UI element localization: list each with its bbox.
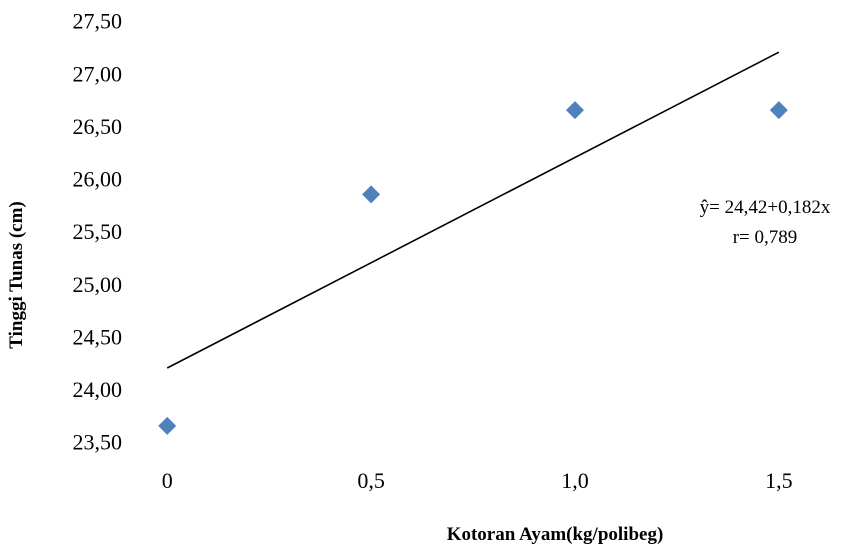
x-tick-label: 0,5 [357, 468, 385, 493]
y-tick-label: 24,00 [73, 377, 123, 402]
x-axis-title: Kotoran Ayam(kg/polibeg) [447, 524, 664, 545]
trendline [166, 51, 780, 369]
y-tick-label: 23,50 [73, 430, 123, 455]
y-tick-label: 27,50 [73, 9, 123, 34]
data-point [362, 185, 381, 204]
y-tick-label: 26,50 [73, 114, 123, 139]
regression-equation: ŷ= 24,42+0,182x [700, 197, 831, 218]
correlation-coefficient: r= 0,789 [733, 227, 798, 248]
data-points [158, 101, 788, 435]
y-tick-label: 26,00 [73, 167, 123, 192]
data-point [769, 101, 788, 120]
x-tick-label: 0 [162, 468, 173, 493]
x-axis-ticks: 0 0,5 1,0 1,5 [162, 468, 793, 493]
x-tick-label: 1,5 [765, 468, 793, 493]
y-tick-label: 24,50 [73, 324, 123, 349]
y-tick-label: 25,00 [73, 272, 123, 297]
y-axis-title: Tinggi Tunas (cm) [6, 201, 27, 348]
x-tick-label: 1,0 [561, 468, 589, 493]
y-tick-label: 27,00 [73, 61, 123, 86]
data-point [158, 416, 177, 435]
y-axis-ticks: 23,50 24,00 24,50 25,00 25,50 26,00 26,50 27,00… [73, 9, 123, 455]
data-point [565, 101, 584, 120]
y-tick-label: 25,50 [73, 219, 123, 244]
